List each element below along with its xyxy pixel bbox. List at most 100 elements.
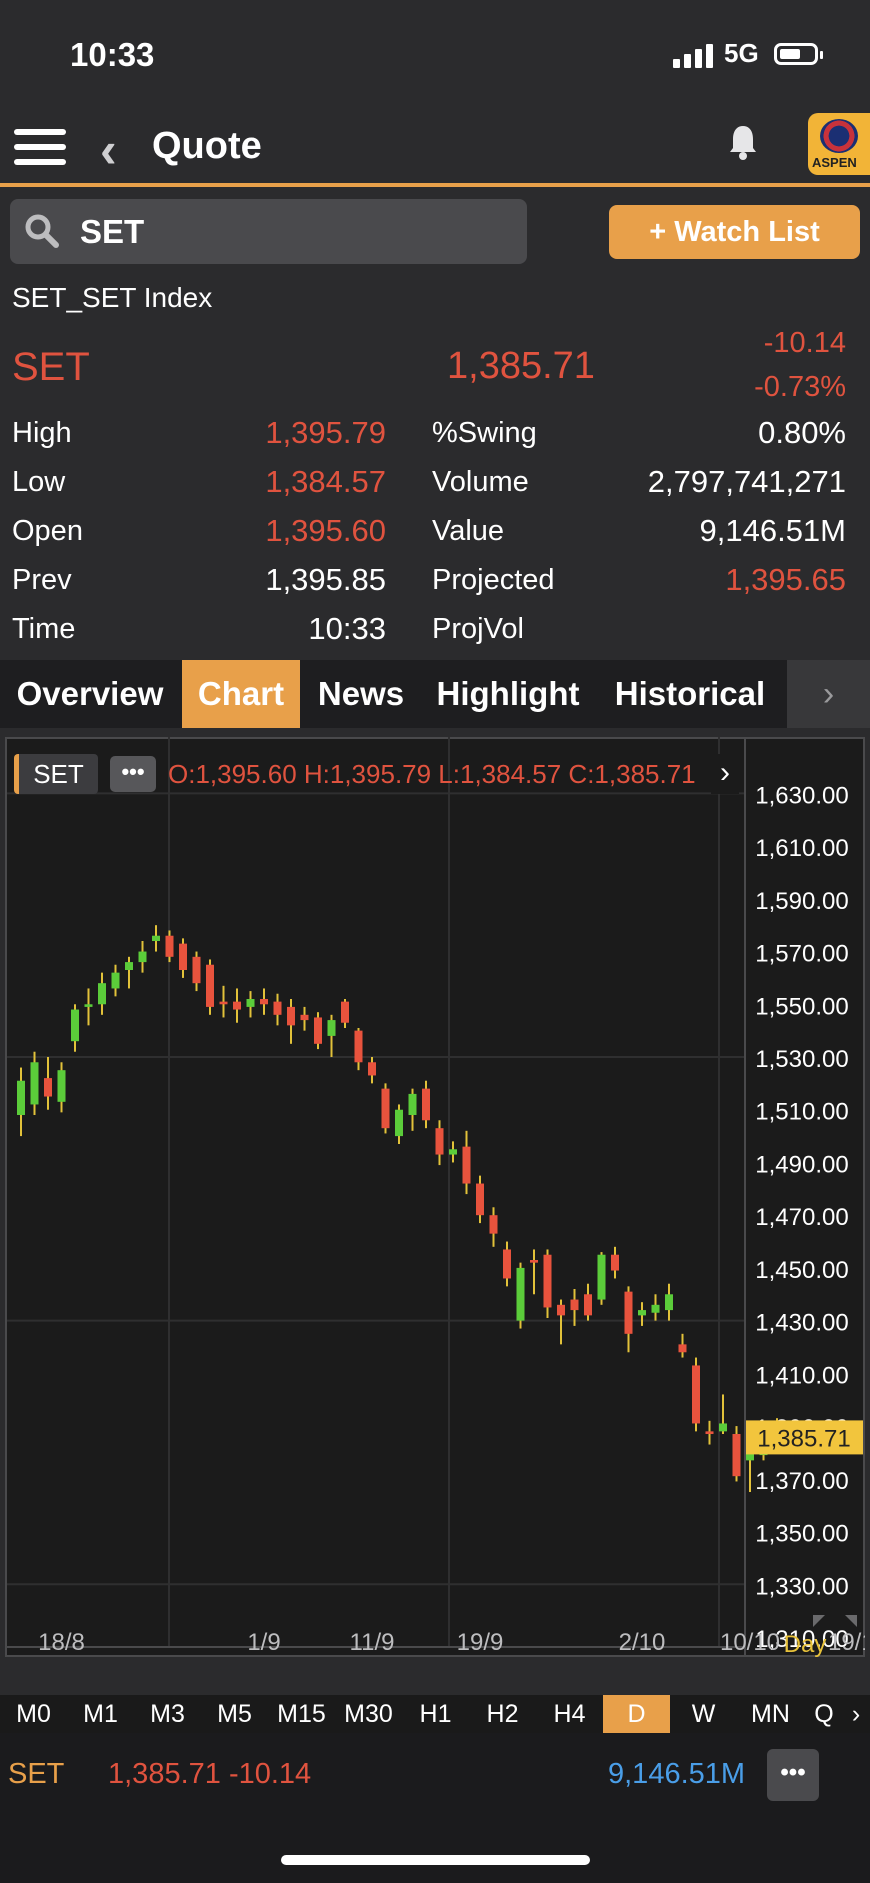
- tab-chart[interactable]: Chart: [182, 660, 300, 728]
- tab-historical[interactable]: Historical: [614, 675, 766, 712]
- y-tick-label: 1,630.00: [755, 782, 848, 809]
- ohlc-scroll-chevron-icon[interactable]: ›: [711, 754, 739, 794]
- watch-list-button[interactable]: + Watch List: [609, 205, 860, 259]
- candle-body: [530, 1260, 538, 1263]
- stat-label-3: Prev: [12, 564, 72, 596]
- index-name: SET_SET Index: [12, 282, 213, 313]
- y-tick-label: 1,450.00: [755, 1257, 848, 1284]
- x-tick-label: 10/10: [720, 1629, 780, 1656]
- candle-body: [597, 1254, 606, 1300]
- candle-body: [489, 1215, 498, 1234]
- candle-body: [152, 935, 160, 941]
- search-value: SET: [80, 213, 145, 250]
- candle-body: [584, 1294, 592, 1316]
- timeframe-m1[interactable]: M1: [83, 1700, 118, 1728]
- y-tick-label: 1,350.00: [755, 1521, 848, 1548]
- timeframe-m15[interactable]: M15: [277, 1700, 326, 1728]
- candlestick-chart[interactable]: 1,630.00 1,610.00 1,590.00 1,570.00 1,550.00…: [5, 737, 865, 1657]
- timeframe-m0[interactable]: M0: [16, 1700, 51, 1728]
- timeframe-m30[interactable]: M30: [344, 1700, 393, 1728]
- candle-body: [678, 1344, 687, 1353]
- stat-value-r1: 2,797,741,271: [647, 464, 846, 499]
- timeframe-h2[interactable]: H2: [486, 1700, 519, 1728]
- candle-body: [341, 1001, 349, 1023]
- x-tick-label: 18/8: [38, 1629, 85, 1656]
- ticker-symbol[interactable]: SET: [8, 1758, 65, 1790]
- menu-icon[interactable]: [14, 129, 66, 171]
- stat-label-r4: ProjVol: [432, 613, 524, 645]
- timeframe-scroll-chevron-icon[interactable]: ›: [842, 1695, 870, 1733]
- aspen-logo[interactable]: ASPEN: [808, 113, 870, 175]
- timeframe-w[interactable]: W: [691, 1700, 716, 1728]
- candle-body: [165, 935, 174, 957]
- timeframe-q[interactable]: Q: [814, 1700, 834, 1728]
- stat-label-4: Time: [12, 613, 76, 645]
- candle-body: [300, 1014, 309, 1021]
- candle-body: [125, 962, 133, 970]
- status-time: 10:33: [70, 36, 155, 73]
- stat-label-r2: Value: [432, 515, 505, 547]
- candle-body: [462, 1146, 471, 1184]
- timeframe-d[interactable]: D: [603, 1695, 670, 1733]
- home-indicator[interactable]: [281, 1855, 590, 1865]
- y-tick-label: 1,510.00: [755, 1099, 848, 1126]
- tab-overview[interactable]: Overview: [16, 675, 164, 712]
- last-price: 1,385.71: [447, 345, 595, 387]
- y-tick-label: 1,570.00: [755, 941, 848, 968]
- timeframe-m3[interactable]: M3: [150, 1700, 185, 1728]
- candle-body: [651, 1304, 660, 1313]
- candle-body: [84, 1004, 93, 1007]
- back-chevron-icon[interactable]: ‹: [100, 122, 117, 178]
- stat-value-r3: 1,395.65: [725, 562, 846, 597]
- last-price-label: 1,385.71: [757, 1425, 850, 1452]
- search-input[interactable]: SET: [10, 199, 527, 264]
- y-tick-label: 1,470.00: [755, 1204, 848, 1231]
- tab-highlight[interactable]: Highlight: [436, 675, 580, 712]
- ticker-more-button[interactable]: •••: [767, 1749, 819, 1801]
- signal-icon: [673, 44, 713, 68]
- bell-icon[interactable]: [728, 122, 758, 162]
- timeframe-bar: M0 M1 M3 M5 M15 M30 H1 H2 H4 D W MN Q ›: [0, 1695, 870, 1733]
- timeframe-m5[interactable]: M5: [217, 1700, 252, 1728]
- candle-body: [368, 1062, 376, 1076]
- chart-area[interactable]: [5, 737, 865, 1657]
- candle-body: [57, 1070, 66, 1102]
- battery-icon: [774, 43, 823, 65]
- candle-body: [30, 1062, 39, 1105]
- x-tick-label: 19/10: [828, 1629, 865, 1656]
- candle-body: [719, 1423, 727, 1432]
- candle-body: [476, 1183, 484, 1216]
- y-tick-label: 1,530.00: [755, 1046, 848, 1073]
- ticker-value: 9,146.51M: [608, 1758, 746, 1790]
- x-tick-label: 2/10: [619, 1629, 666, 1656]
- candle-body: [138, 951, 147, 963]
- candle-body: [246, 999, 255, 1007]
- chart-header: SET ••• O:1,395.60 H:1,395.79 L:1,384.57…: [14, 754, 748, 794]
- x-tick-label: 19/9: [457, 1629, 504, 1656]
- candle-body: [408, 1093, 417, 1115]
- tab-news[interactable]: News: [317, 675, 405, 712]
- candle-body: [287, 1006, 295, 1026]
- y-tick-label: 1,410.00: [755, 1362, 848, 1389]
- candle-body: [260, 999, 268, 1005]
- candle-body: [435, 1128, 444, 1155]
- y-tick-label: 1,550.00: [755, 993, 848, 1020]
- timeframe-mn[interactable]: MN: [751, 1700, 790, 1728]
- candle-body: [273, 1001, 282, 1015]
- chart-symbol-tag[interactable]: SET: [14, 754, 98, 794]
- stat-value-2: 1,395.60: [265, 513, 386, 548]
- stat-value-3: 1,395.85: [265, 562, 386, 597]
- network-label: 5G: [724, 38, 759, 68]
- stat-label-r1: Volume: [432, 466, 529, 498]
- tabs-next-chevron-icon[interactable]: ›: [787, 660, 870, 728]
- expand-icon[interactable]: [813, 1615, 857, 1627]
- timeframe-h1[interactable]: H1: [419, 1700, 452, 1728]
- page-title: Quote: [152, 125, 262, 167]
- timeframe-h4[interactable]: H4: [553, 1700, 586, 1728]
- y-tick-label: 1,370.00: [755, 1468, 848, 1495]
- stat-value-1: 1,384.57: [265, 464, 386, 499]
- candle-body: [381, 1088, 390, 1129]
- y-tick-label: 1,610.00: [755, 835, 848, 862]
- chart-options-button[interactable]: •••: [110, 756, 156, 792]
- candle-body: [192, 956, 201, 984]
